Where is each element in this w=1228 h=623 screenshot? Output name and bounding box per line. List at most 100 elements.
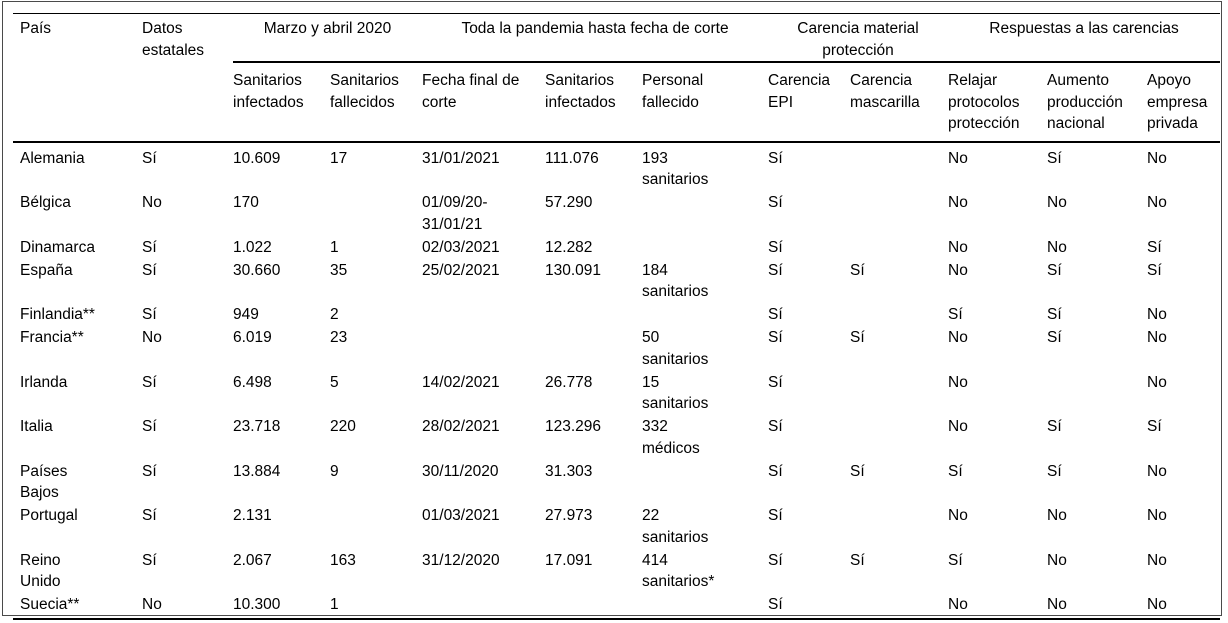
column-header-carencia-mascarilla: Carencia mascarilla: [850, 62, 949, 143]
data-cell: 57.290: [545, 194, 593, 211]
data-cell: 23: [330, 329, 348, 346]
data-cell: Sí: [142, 261, 157, 279]
data-cell: 414 sanitarios*: [642, 551, 715, 591]
data-cell: 15 sanitarios: [642, 373, 709, 413]
data-cell: 9: [330, 462, 339, 480]
column-header-apoyo-empresa: Apoyo empresa privada: [1147, 62, 1221, 143]
table-row: Francia** No 6.019 23 50 sanitarios Sí Sí No Sí N…: [13, 326, 1220, 371]
data-cell: [642, 303, 768, 326]
data-cell: [330, 191, 422, 236]
data-cell: [330, 504, 422, 549]
data-cell: [642, 592, 769, 620]
column-header-relajar-protocolos: Relajar protocolos protección: [948, 62, 1048, 143]
data-cell: Sí: [768, 551, 783, 569]
data-cell: Sí: [1147, 418, 1162, 435]
column-header-sanitarios-fallecidos-marzo: Sanitarios fallecidos: [330, 62, 423, 143]
data-cell: Sí: [850, 329, 865, 346]
data-cell: 31/12/2020: [422, 551, 500, 569]
data-cell: Sí: [1147, 261, 1162, 279]
data-cell: [1047, 370, 1147, 415]
country-cell: España: [20, 261, 73, 279]
data-cell: Sí: [768, 261, 783, 279]
data-cell: 2: [330, 306, 339, 323]
data-cell: Sí: [768, 329, 783, 346]
data-cell: [422, 303, 545, 326]
data-cell: No: [1147, 592, 1221, 620]
column-header-datos-estatales: Datos estatales: [142, 13, 233, 143]
table-row: Alemania Sí 10.609 17 31/01/2021 111.076 193 s…: [13, 142, 1220, 191]
data-cell: Sí: [768, 507, 783, 524]
data-cell: Sí: [850, 462, 865, 480]
data-cell: Sí: [948, 462, 963, 480]
pandemic-health-workers-table: País Datos estatales Marzo y abril 2020 …: [13, 13, 1221, 620]
data-cell: 2.067: [233, 551, 272, 569]
data-cell: Sí: [142, 551, 157, 569]
table-row: Bélgica No 170 01/09/20- 31/01/21 57.290 Sí No…: [13, 191, 1220, 236]
table-row: Irlanda Sí 6.498 5 14/02/2021 26.778 15 sanita…: [13, 370, 1220, 415]
data-cell: No: [948, 238, 968, 256]
data-cell: No: [1047, 238, 1067, 256]
data-cell: 1: [330, 592, 423, 620]
country-cell: Países Bajos: [20, 462, 68, 502]
data-cell: No: [1147, 194, 1167, 211]
data-cell: [850, 415, 948, 460]
data-cell: Sí: [142, 238, 157, 256]
data-cell: No: [948, 261, 968, 279]
data-cell: [642, 235, 768, 258]
data-cell: No: [142, 329, 162, 346]
data-cell: No: [1047, 551, 1067, 569]
data-cell: [850, 370, 948, 415]
data-cell: 1: [330, 238, 339, 256]
data-cell: No: [948, 373, 968, 391]
group-header-marzo-abril-2020: Marzo y abril 2020: [233, 13, 423, 63]
data-cell: [545, 592, 643, 620]
country-cell: Francia**: [20, 329, 84, 346]
data-cell: Sí: [142, 306, 157, 323]
data-cell: Sí: [142, 507, 157, 524]
column-header-personal-fallecido: Personal fallecido: [642, 62, 769, 143]
data-cell: No: [1047, 592, 1148, 620]
data-cell: 31/01/2021: [422, 149, 500, 167]
table-body: Alemania Sí 10.609 17 31/01/2021 111.076 193 s…: [13, 142, 1221, 620]
data-cell: [422, 326, 545, 371]
data-cell: Sí: [1047, 329, 1062, 346]
data-cell: No: [142, 592, 233, 620]
data-cell: Sí: [768, 373, 783, 391]
data-cell: [642, 459, 768, 504]
data-cell: Sí: [948, 306, 963, 323]
data-cell: Sí: [1047, 306, 1062, 323]
data-cell: 30/11/2020: [422, 462, 499, 480]
table-sub-header-row: Sanitarios infectados Sanitarios falleci…: [13, 62, 1221, 143]
data-cell: 27.973: [545, 507, 593, 524]
data-cell: No: [1147, 149, 1167, 167]
country-cell: Dinamarca: [20, 238, 95, 256]
data-cell: No: [1147, 306, 1167, 323]
data-cell: 17: [330, 149, 348, 167]
data-cell: 26.778: [545, 373, 593, 391]
data-cell: 17.091: [545, 551, 593, 569]
data-cell: 1.022: [233, 238, 272, 256]
data-cell: [850, 142, 948, 191]
data-cell: No: [1047, 194, 1067, 211]
data-cell: 01/03/2021: [422, 507, 500, 524]
data-cell: 14/02/2021: [422, 373, 500, 391]
data-cell: Sí: [768, 238, 783, 256]
data-cell: 5: [330, 373, 339, 391]
data-cell: No: [1047, 507, 1067, 524]
group-header-respuestas-carencias: Respuestas a las carencias: [948, 13, 1221, 63]
data-cell: 23.718: [233, 418, 281, 435]
data-cell: [422, 592, 546, 620]
data-cell: No: [948, 592, 1048, 620]
country-cell: Portugal: [20, 507, 78, 524]
group-header-carencia-material: Carencia material protección: [768, 13, 949, 63]
table-row: Dinamarca Sí 1.022 1 02/03/2021 12.282 Sí No No S…: [13, 235, 1220, 258]
data-cell: No: [948, 418, 968, 435]
data-cell: No: [1147, 551, 1167, 569]
data-cell: 220: [330, 418, 356, 435]
table-row: Finlandia** Sí 949 2 Sí Sí Sí No: [13, 303, 1220, 326]
data-cell: Sí: [1047, 261, 1062, 279]
data-cell: [850, 191, 948, 236]
data-cell: Sí: [768, 306, 783, 323]
data-cell: [850, 592, 949, 620]
